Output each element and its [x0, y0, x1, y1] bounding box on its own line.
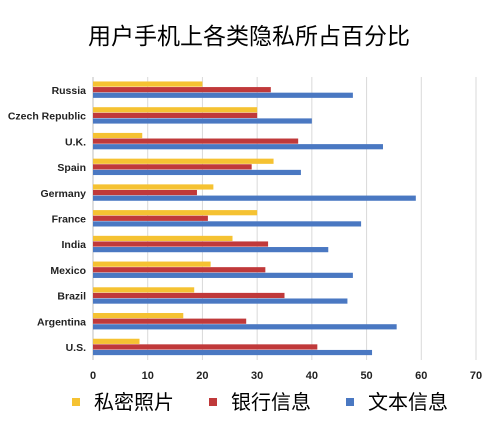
legend-swatch — [72, 398, 80, 406]
category-label: India — [61, 239, 86, 251]
bar-spain-0 — [93, 158, 274, 164]
bar-russia-2 — [93, 92, 353, 98]
legend: 私密照片 银行信息 文本信息 — [72, 390, 448, 414]
bar-u-s--2 — [93, 349, 373, 356]
x-tick-labels: 0 10 20 30 40 50 60 70 — [90, 370, 482, 382]
x-tick-label: 50 — [360, 370, 372, 382]
bar-brazil-1 — [93, 292, 285, 299]
bar-argentina-2 — [93, 324, 397, 330]
bar-u-k--0 — [93, 132, 143, 139]
bar-argentina-0 — [93, 313, 184, 319]
category-label: Argentina — [37, 316, 86, 328]
bar-u-k--2 — [93, 144, 383, 150]
bar-argentina-1 — [93, 318, 247, 324]
bar-germany-0 — [93, 184, 214, 190]
bar-russia-1 — [93, 87, 271, 93]
bar-france-2 — [93, 221, 362, 227]
x-tick-label: 0 — [90, 370, 96, 382]
x-tick-label: 70 — [470, 370, 482, 382]
bar-u-s--0 — [93, 338, 140, 344]
bar-germany-2 — [93, 195, 416, 201]
category-label: U.K. — [65, 136, 86, 148]
bar-russia-0 — [93, 81, 203, 87]
x-tick-label: 60 — [415, 370, 427, 382]
category-labels: Russia Czech Republic U.K. Spain Germany Fran… — [8, 85, 86, 354]
bar-france-1 — [93, 215, 208, 221]
x-tick-label: 20 — [196, 370, 208, 382]
bar-brazil-2 — [93, 298, 348, 304]
category-label: Russia — [52, 85, 87, 97]
category-label: Mexico — [50, 265, 86, 277]
bar-czech-republic-2 — [93, 118, 312, 124]
bar-india-2 — [93, 247, 329, 253]
legend-swatch — [209, 398, 217, 406]
bar-germany-1 — [93, 189, 197, 196]
legend-swatch — [346, 398, 354, 406]
chart-title: 用户手机上各类隐私所占百分比 — [88, 24, 410, 50]
bar-mexico-1 — [93, 267, 266, 273]
bar-mexico-2 — [93, 272, 353, 278]
x-tick-label: 30 — [251, 370, 263, 382]
category-label: Spain — [57, 162, 86, 174]
category-label: Brazil — [57, 291, 86, 303]
bar-u-s--1 — [93, 344, 318, 350]
bar-spain-1 — [93, 164, 252, 170]
bar-brazil-0 — [93, 287, 195, 293]
category-label: Germany — [40, 188, 86, 200]
legend-label: 私密照片 — [94, 390, 174, 414]
bar-france-0 — [93, 210, 258, 216]
bar-spain-2 — [93, 169, 301, 176]
bars — [93, 81, 416, 356]
bar-czech-republic-1 — [93, 112, 258, 118]
category-label: France — [52, 214, 87, 226]
x-tick-label: 10 — [142, 370, 154, 382]
legend-label: 银行信息 — [231, 390, 311, 414]
x-tick-label: 40 — [306, 370, 318, 382]
category-label: Czech Republic — [8, 111, 86, 123]
category-label: U.S. — [66, 342, 87, 354]
bar-mexico-0 — [93, 261, 211, 267]
bar-india-1 — [93, 241, 269, 247]
legend-label: 文本信息 — [368, 390, 448, 414]
bar-czech-republic-0 — [93, 107, 258, 113]
bar-u-k--1 — [93, 138, 299, 144]
bar-india-0 — [93, 235, 233, 242]
